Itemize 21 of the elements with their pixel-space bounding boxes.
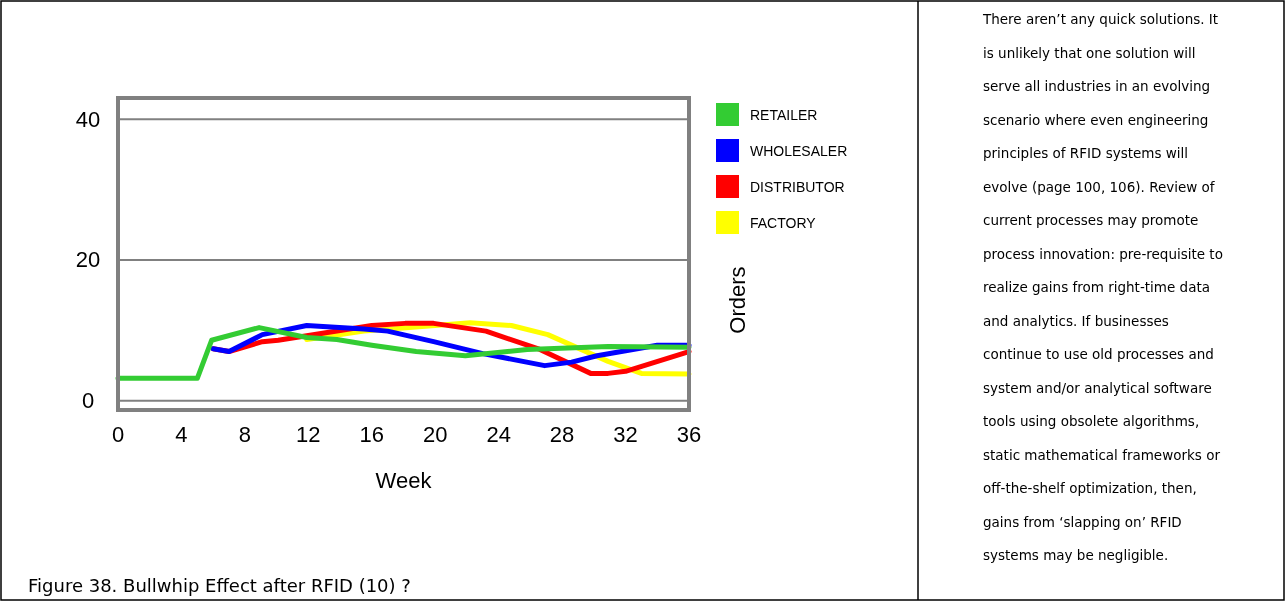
y-axis-title: Orders [725,266,750,334]
x-tick-label: 0 [111,422,125,447]
y-tick-label: 0 [81,388,95,414]
x-tick-label: 36 [676,422,702,447]
legend-label: DISTRIBUTOR [750,179,845,195]
y-tick-label: 40 [75,106,101,132]
x-tick-label: 8 [238,422,252,447]
legend-label: RETAILER [750,107,818,123]
legend-label: FACTORY [750,215,817,231]
y-tick-label: 20 [75,247,101,273]
x-tick-label: 4 [175,422,188,447]
x-tick-label: 32 [613,422,638,447]
text: There aren’t any quick solutions. It is unlikely that one solution will serve all industries in an evolving scenario where even engineering principles of RFID systems will evolve (page 100, 106). Review of current processes may promote process innovation: pre-requisite to realize gains from right-time data and analytics. If businesses continue to use old processes and system and/or analytical software tools using obsolete algorithms, static mathematical frameworks or off-the-shelf optimization, then, gains from ‘slapping on’ RFID systems may be negligible. [983,11,1223,563]
x-tick-label: 20 [422,422,448,447]
text: Figure 38. Bullwhip Effect after RFID (10) ? [28,575,411,596]
x-tick-label: 24 [486,422,511,447]
legend-label: WHOLESALER [750,143,848,159]
x-tick-label: 28 [549,422,575,447]
x-axis-title: Week [375,468,433,493]
x-tick-label: 16 [359,422,385,447]
x-tick-label: 12 [296,422,321,447]
